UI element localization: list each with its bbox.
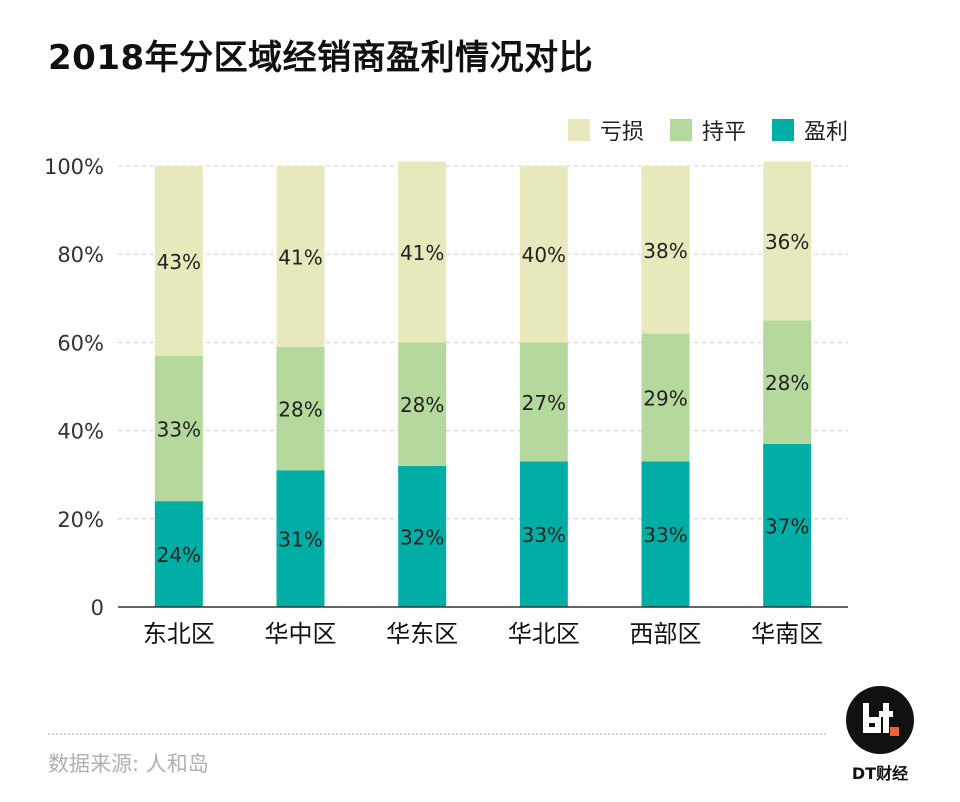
y-tick-label: 60%: [57, 331, 104, 355]
x-tick-label: 华北区: [508, 620, 580, 648]
data-label: 28%: [765, 371, 809, 395]
bar-segment: [398, 465, 447, 607]
data-label: 41%: [400, 241, 444, 265]
legend-swatch-breakeven: [669, 119, 692, 141]
chart-legend: 亏损 持平 盈利: [567, 114, 848, 146]
legend-item-profit: 盈利: [771, 114, 848, 146]
legend-item-breakeven: 持平: [669, 114, 746, 146]
data-label: 33%: [157, 417, 201, 441]
y-tick-label: 0: [91, 596, 104, 620]
y-tick-label: 80%: [57, 243, 104, 267]
legend-label-loss: 亏损: [599, 120, 644, 145]
data-label: 36%: [765, 230, 809, 254]
data-label: 31%: [278, 528, 322, 552]
bar-segment: [398, 161, 447, 343]
y-tick-label: 40%: [57, 420, 104, 444]
bar-segment: [641, 333, 690, 462]
bar-segment: [641, 461, 690, 607]
bar-segment: [763, 443, 812, 607]
legend-label-breakeven: 持平: [701, 120, 746, 145]
x-tick-label: 华南区: [751, 620, 823, 648]
x-tick-label: 华东区: [386, 620, 458, 648]
bar-segment: [519, 461, 568, 607]
data-label: 24%: [157, 543, 201, 567]
bar-segment: [276, 166, 325, 347]
chart-title: 2018年分区域经销商盈利情况对比: [48, 38, 594, 78]
data-label: 40%: [522, 243, 566, 267]
bar-segment: [519, 166, 568, 343]
data-label: 28%: [278, 398, 322, 422]
data-label: 29%: [643, 387, 687, 411]
bar-segment: [641, 166, 690, 334]
footer-divider: [48, 733, 826, 735]
data-label: 43%: [157, 250, 201, 274]
data-label: 41%: [278, 245, 322, 269]
x-tick-label: 西部区: [630, 620, 702, 648]
x-tick-label: 华中区: [265, 620, 337, 648]
logo-dot: [890, 727, 899, 736]
bar-segment: [276, 346, 325, 471]
bar-segment: [763, 320, 812, 444]
data-label: 32%: [400, 525, 444, 549]
bar-segment: [763, 161, 812, 321]
legend-label-profit: 盈利: [803, 120, 848, 145]
dt-logo-mark: [863, 703, 893, 733]
data-label: 33%: [522, 523, 566, 547]
data-label: 28%: [400, 393, 444, 417]
bar-segment: [276, 470, 325, 607]
y-tick-label: 100%: [44, 155, 104, 179]
bar-segment: [154, 166, 203, 356]
data-label: 27%: [522, 391, 566, 415]
brand-name: DT财经: [851, 764, 909, 783]
bar-segment: [398, 342, 447, 466]
legend-swatch-profit: [771, 119, 794, 141]
bar-segment: [154, 501, 203, 607]
legend-item-loss: 亏损: [567, 114, 644, 146]
data-label: 37%: [765, 514, 809, 538]
bar-segment: [154, 355, 203, 502]
data-label: 38%: [643, 239, 687, 263]
bar-segment: [519, 342, 568, 462]
legend-swatch-loss: [567, 119, 590, 141]
x-tick-label: 东北区: [143, 620, 215, 648]
y-tick-label: 20%: [57, 508, 104, 532]
data-source: 数据来源: 人和岛: [48, 752, 209, 776]
dt-logo-icon: [846, 686, 914, 754]
data-label: 33%: [643, 523, 687, 547]
